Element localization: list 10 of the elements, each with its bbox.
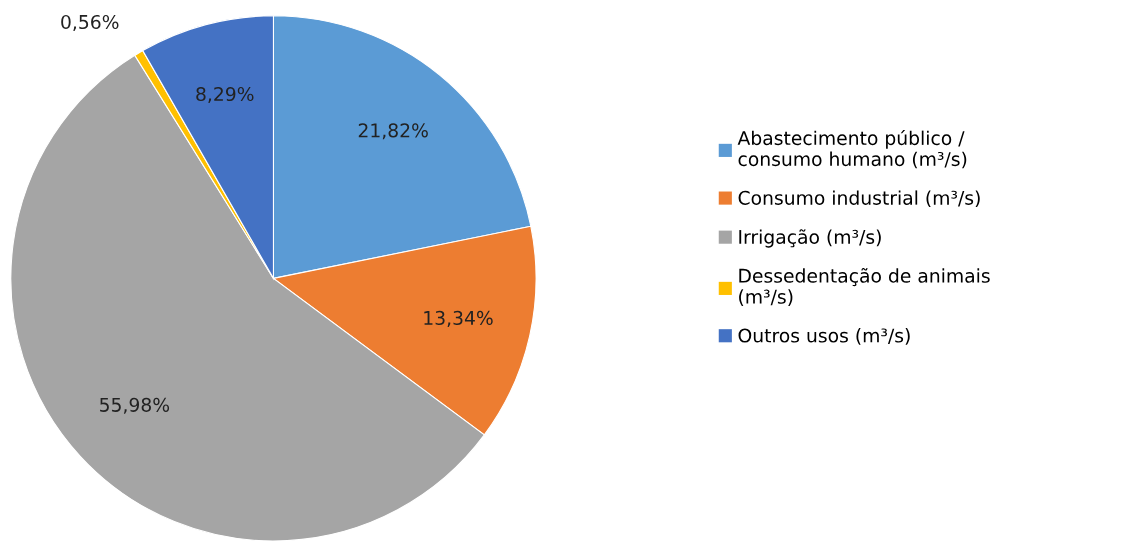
data-label: 0,56% (61, 14, 119, 31)
data-label: 13,34% (424, 310, 493, 327)
legend-label: Consumo industrial (m³/s) (738, 190, 980, 208)
legend-label: Irrigação (m³/s) (739, 229, 881, 248)
legend-label: Dessedentação de animais (m³/s) (739, 267, 990, 307)
legend-label: Outros usos (m³/s) (738, 328, 910, 345)
data-label: 8,29% (196, 86, 254, 104)
data-label: 55,98% (100, 397, 170, 414)
data-label: 21,82% (358, 123, 428, 140)
legend-label: Abastecimento público / consumo humano (m³/s) (737, 129, 967, 169)
